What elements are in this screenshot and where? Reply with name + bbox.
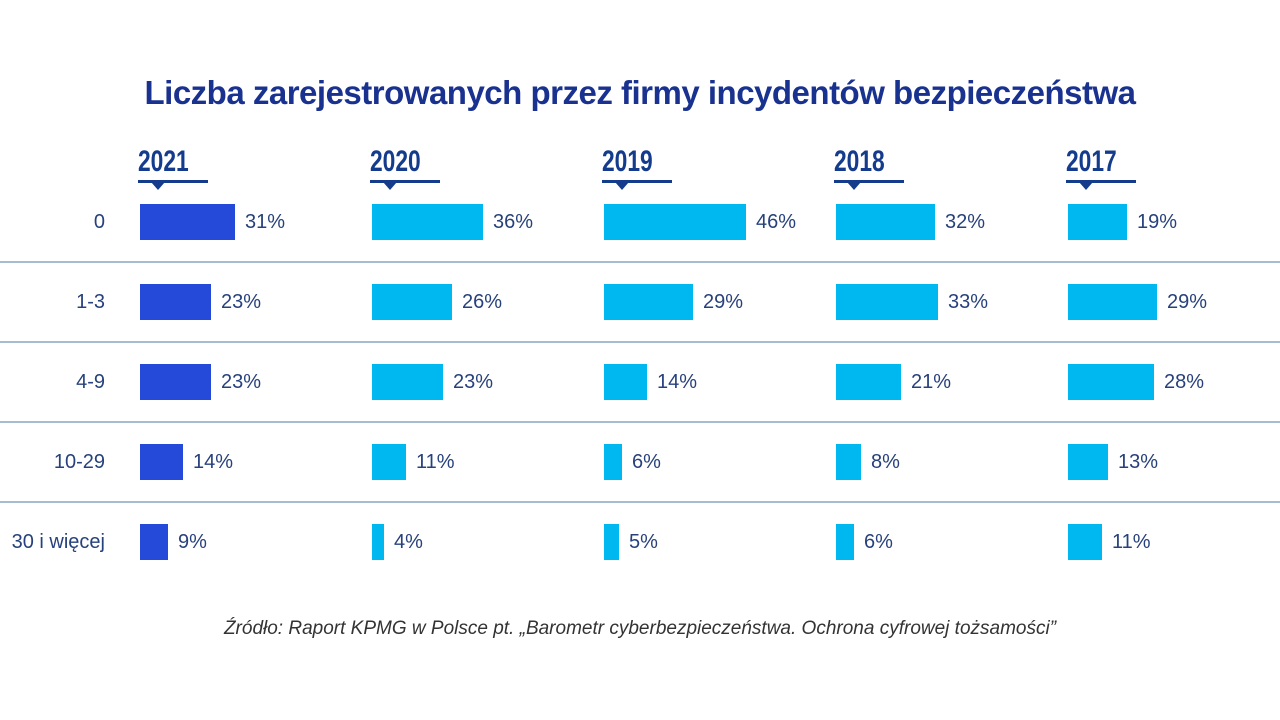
- bar-value-label: 19%: [1137, 211, 1178, 233]
- bar-value-label: 8%: [871, 451, 900, 473]
- row-label: 1-3: [76, 291, 105, 313]
- year-header-2021: 2021: [138, 145, 208, 194]
- bar: [836, 444, 861, 480]
- bar: [1068, 524, 1102, 560]
- bar: [604, 284, 693, 320]
- bar: [372, 524, 384, 560]
- year-underline: [602, 180, 672, 183]
- bar: [1068, 364, 1154, 400]
- bar: [836, 204, 935, 240]
- row-label: 10-29: [53, 451, 105, 473]
- bar: [836, 524, 854, 560]
- year-header-2019: 2019: [602, 145, 672, 194]
- bar-value-label: 36%: [493, 211, 534, 233]
- row-label: 0: [93, 211, 105, 233]
- bar-value-label: 11%: [1112, 531, 1151, 553]
- bar: [604, 204, 746, 240]
- row-divider: [0, 261, 1280, 263]
- row-label: 4-9: [76, 371, 105, 393]
- bar-value-label: 33%: [948, 291, 989, 313]
- row-divider: [0, 421, 1280, 423]
- year-underline: [834, 180, 904, 183]
- bar-value-label: 26%: [462, 291, 503, 313]
- year-label: 2017: [1066, 145, 1117, 178]
- bar-value-label: 23%: [221, 371, 262, 393]
- year-header-2020: 2020: [370, 145, 440, 194]
- year-underline: [370, 180, 440, 183]
- year-label: 2021: [138, 145, 189, 178]
- bar: [604, 364, 647, 400]
- bar: [140, 364, 211, 400]
- bar-value-label: 32%: [945, 211, 986, 233]
- source-caption: Źródło: Raport KPMG w Polsce pt. „Barome…: [223, 618, 1057, 639]
- bar: [604, 444, 622, 480]
- chart-title: Liczba zarejestrowanych przez firmy incy…: [144, 74, 1136, 111]
- year-marker-triangle-icon: [615, 182, 629, 190]
- row-divider: [0, 501, 1280, 503]
- year-marker-triangle-icon: [151, 182, 165, 190]
- bar: [1068, 204, 1127, 240]
- bar-value-label: 29%: [1167, 291, 1208, 313]
- bar: [140, 524, 168, 560]
- year-marker-triangle-icon: [847, 182, 861, 190]
- year-label: 2020: [370, 145, 421, 178]
- bar-value-label: 31%: [245, 211, 286, 233]
- bar-value-label: 6%: [864, 531, 893, 553]
- bar: [140, 444, 183, 480]
- bar-value-label: 23%: [221, 291, 262, 313]
- year-label: 2018: [834, 145, 885, 178]
- bar-value-label: 4%: [394, 531, 423, 553]
- bar-value-label: 46%: [756, 211, 797, 233]
- bar: [372, 364, 443, 400]
- bar: [140, 284, 211, 320]
- bar-value-label: 13%: [1118, 451, 1159, 473]
- year-header-2017: 2017: [1066, 145, 1136, 194]
- bar-value-label: 23%: [453, 371, 494, 393]
- bar-value-label: 11%: [416, 451, 455, 473]
- bar-value-label: 29%: [703, 291, 744, 313]
- bar: [372, 284, 452, 320]
- bar-value-label: 21%: [911, 371, 952, 393]
- bar: [140, 204, 235, 240]
- year-underline: [1066, 180, 1136, 183]
- bar-value-label: 14%: [657, 371, 698, 393]
- bar: [1068, 284, 1157, 320]
- year-underline: [138, 180, 208, 183]
- year-label: 2019: [602, 145, 653, 178]
- bar-value-label: 5%: [629, 531, 658, 553]
- bar: [1068, 444, 1108, 480]
- year-header-2018: 2018: [834, 145, 904, 194]
- year-marker-triangle-icon: [1079, 182, 1093, 190]
- bar-value-label: 14%: [193, 451, 234, 473]
- bar: [836, 364, 901, 400]
- bar-value-label: 6%: [632, 451, 661, 473]
- bar-value-label: 28%: [1164, 371, 1205, 393]
- bar: [372, 204, 483, 240]
- row-label: 30 i więcej: [11, 531, 105, 553]
- bar-value-label: 9%: [178, 531, 207, 553]
- bar: [836, 284, 938, 320]
- bar: [372, 444, 406, 480]
- bar: [604, 524, 619, 560]
- row-divider: [0, 341, 1280, 343]
- year-marker-triangle-icon: [383, 182, 397, 190]
